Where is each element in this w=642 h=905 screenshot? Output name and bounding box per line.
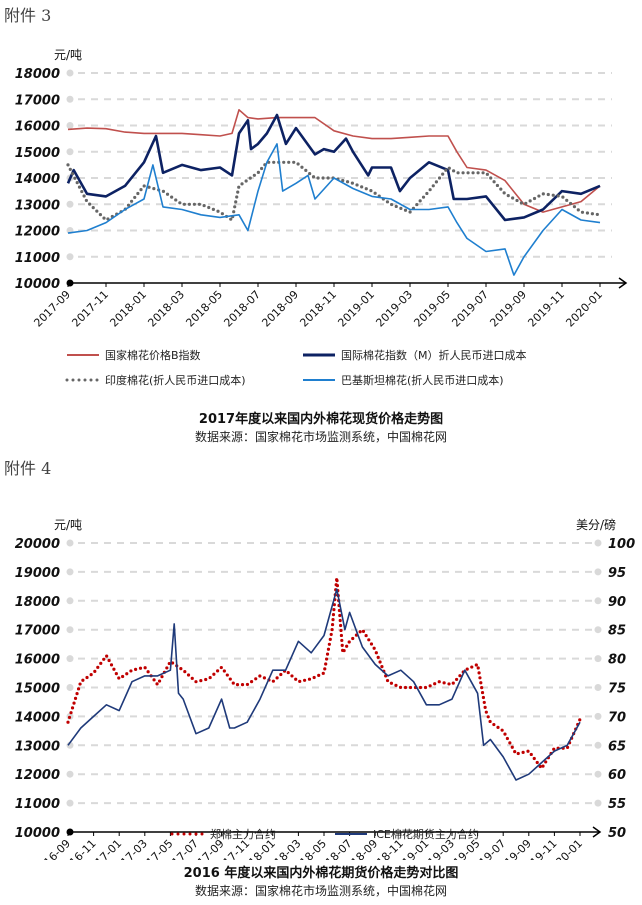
gridline-dot bbox=[66, 799, 74, 807]
gridline-dot bbox=[66, 95, 74, 103]
legend-label: 国际棉花指数（M）折人民币进口成本 bbox=[341, 348, 527, 362]
gridline-dot bbox=[594, 770, 602, 778]
gridline-dot bbox=[66, 122, 74, 129]
legend-label: 印度棉花(折人民币进口成本) bbox=[105, 373, 246, 387]
y-tick-label: 17000 bbox=[15, 624, 60, 639]
y-tick-label: 12000 bbox=[15, 768, 60, 783]
chart-1-source: 数据来源：国家棉花市场监测系统，中国棉花网 bbox=[194, 430, 447, 444]
y2-tick-label: 60 bbox=[608, 768, 626, 783]
y2-tick-label: 65 bbox=[608, 739, 626, 754]
gridline-dot bbox=[66, 684, 74, 691]
gridline-dot bbox=[66, 568, 74, 576]
gridline-dot bbox=[66, 626, 74, 634]
gridline-dot bbox=[66, 597, 74, 605]
legend-label: 巴基斯坦棉花(折人民币进口成本) bbox=[341, 373, 504, 387]
series-line-2 bbox=[66, 160, 602, 222]
attachment-4-label: 附件 4 bbox=[4, 459, 52, 478]
series-line-1 bbox=[67, 588, 581, 781]
x-axis-arrow bbox=[592, 826, 602, 838]
y-tick-label: 13000 bbox=[15, 739, 60, 754]
y-tick-label: 20000 bbox=[15, 537, 60, 552]
gridline-dot bbox=[594, 568, 602, 576]
y2-tick-label: 80 bbox=[608, 653, 626, 668]
chart-2-title: 2016 年度以来国内外棉花期货价格走势对比图 bbox=[183, 866, 459, 881]
spot-price-chart: 元/吨 10000 11000 12000 13000 14000 15000 16000 17… bbox=[15, 48, 628, 387]
gridline-dot bbox=[66, 741, 74, 749]
series-line-0 bbox=[67, 109, 601, 213]
gridline-dot bbox=[66, 655, 74, 663]
gridline-dot bbox=[66, 539, 74, 547]
gridline-dot bbox=[594, 597, 602, 605]
series-line-1 bbox=[66, 113, 601, 222]
y-tick-label: 11000 bbox=[15, 797, 60, 812]
legend-label: ICE棉花期货主力合约 bbox=[373, 827, 479, 841]
gridline-dot bbox=[594, 684, 602, 691]
y2-tick-label: 85 bbox=[608, 624, 626, 639]
y-tick-label: 19000 bbox=[15, 566, 60, 581]
chart-2-source: 数据来源：国家棉花市场监测系统，中国棉花网 bbox=[194, 884, 447, 898]
gridline-dot bbox=[66, 200, 74, 208]
gridline-dot bbox=[594, 799, 602, 807]
y-tick-label: 18000 bbox=[15, 595, 60, 610]
y-tick-label: 14000 bbox=[15, 172, 60, 187]
gridline-dot bbox=[594, 655, 602, 663]
y2-tick-label: 100 bbox=[608, 537, 635, 552]
gridline-dot bbox=[594, 539, 602, 547]
y-tick-label: 17000 bbox=[15, 93, 60, 108]
chart-1-title: 2017年度以来国内外棉花现货价格走势图 bbox=[198, 412, 444, 427]
y2-tick-label: 55 bbox=[608, 797, 626, 812]
y-tick-label: 10000 bbox=[15, 826, 60, 841]
attachment-3-label: 附件 3 bbox=[4, 6, 52, 25]
series-line-3 bbox=[67, 143, 601, 276]
y-tick-label: 14000 bbox=[15, 710, 60, 725]
y-axis-unit: 元/吨 bbox=[54, 518, 82, 532]
y-tick-label: 16000 bbox=[15, 120, 60, 135]
y-tick-label: 13000 bbox=[15, 198, 60, 213]
legend-label: 郑棉主力合约 bbox=[210, 827, 276, 841]
futures-price-chart: 元/吨 美分/磅 10000 11000 12000 13000 14000 15000 160… bbox=[15, 517, 635, 860]
gridline-dot bbox=[66, 770, 74, 778]
y-tick-label: 16000 bbox=[15, 653, 60, 668]
y2-tick-label: 95 bbox=[608, 566, 626, 581]
y2-tick-label: 50 bbox=[608, 826, 626, 841]
y-tick-label: 18000 bbox=[15, 67, 60, 82]
y2-tick-label: 75 bbox=[608, 682, 626, 697]
x-axis-arrow bbox=[618, 277, 628, 289]
gridline-dot bbox=[66, 69, 74, 77]
series-line-0 bbox=[66, 576, 582, 770]
legend-label: 国家棉花价格B指数 bbox=[105, 348, 201, 362]
y-tick-label: 15000 bbox=[15, 682, 60, 697]
gridline-dot bbox=[594, 741, 602, 749]
gridline-dot bbox=[594, 626, 602, 634]
y-tick-label: 12000 bbox=[15, 225, 60, 240]
gridline-dot bbox=[594, 712, 602, 720]
gridline-dot bbox=[66, 148, 74, 156]
y-tick-label: 15000 bbox=[15, 146, 60, 161]
y-axis-unit: 元/吨 bbox=[54, 48, 82, 62]
y2-tick-label: 90 bbox=[608, 595, 626, 610]
y-tick-label: 10000 bbox=[15, 277, 60, 292]
gridline-dot bbox=[66, 253, 74, 261]
y2-tick-label: 70 bbox=[608, 710, 626, 725]
y2-axis-unit: 美分/磅 bbox=[576, 517, 616, 532]
y-tick-label: 11000 bbox=[15, 251, 60, 266]
